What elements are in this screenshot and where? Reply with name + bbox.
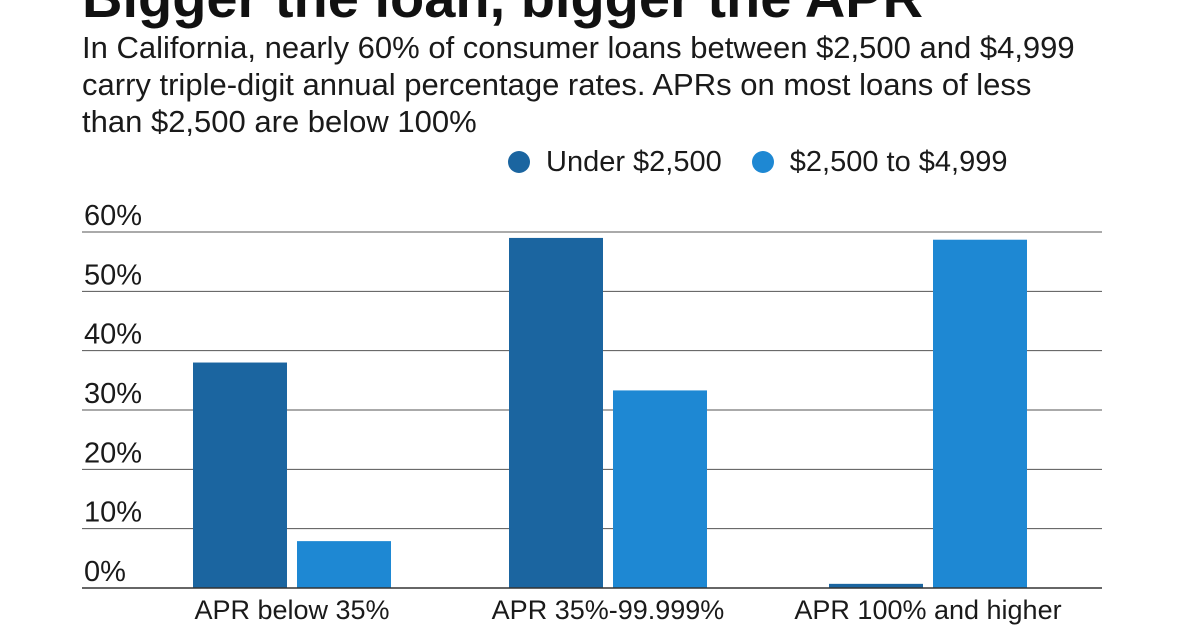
x-category-label: APR below 35%: [194, 595, 389, 625]
bar: [933, 239, 1027, 589]
chart-title: Bigger the loan, bigger the APR: [82, 0, 923, 26]
legend-swatch-under-2500: [508, 151, 530, 173]
bar: [829, 583, 923, 588]
x-category-label: APR 100% and higher: [794, 595, 1061, 625]
y-tick-label: 20%: [84, 437, 142, 469]
legend-swatch-2500-to-4999: [751, 151, 774, 173]
legend-item-under-2500: Under $2,500: [508, 144, 722, 180]
y-tick-label: 0%: [84, 556, 126, 588]
y-tick-label: 40%: [84, 319, 142, 351]
bar: [613, 390, 707, 588]
y-tick-label: 30%: [84, 378, 142, 410]
legend-label-2500-to-4999: $2,500 to $4,999: [789, 146, 1008, 178]
legend-item-2500-to-4999: $2,500 to $4,999: [751, 144, 1008, 180]
y-tick-label: 10%: [84, 497, 142, 529]
legend: Under $2,500 $2,500 to $4,999: [508, 144, 1037, 180]
bar: [297, 541, 391, 588]
bar: [193, 362, 287, 588]
y-tick-label: 60%: [84, 200, 142, 232]
bar: [509, 237, 603, 588]
x-category-label: APR 35%-99.999%: [492, 595, 725, 625]
legend-label-under-2500: Under $2,500: [546, 146, 722, 178]
y-tick-label: 50%: [84, 259, 142, 291]
chart-subtitle: In California, nearly 60% of consumer lo…: [82, 30, 1075, 139]
